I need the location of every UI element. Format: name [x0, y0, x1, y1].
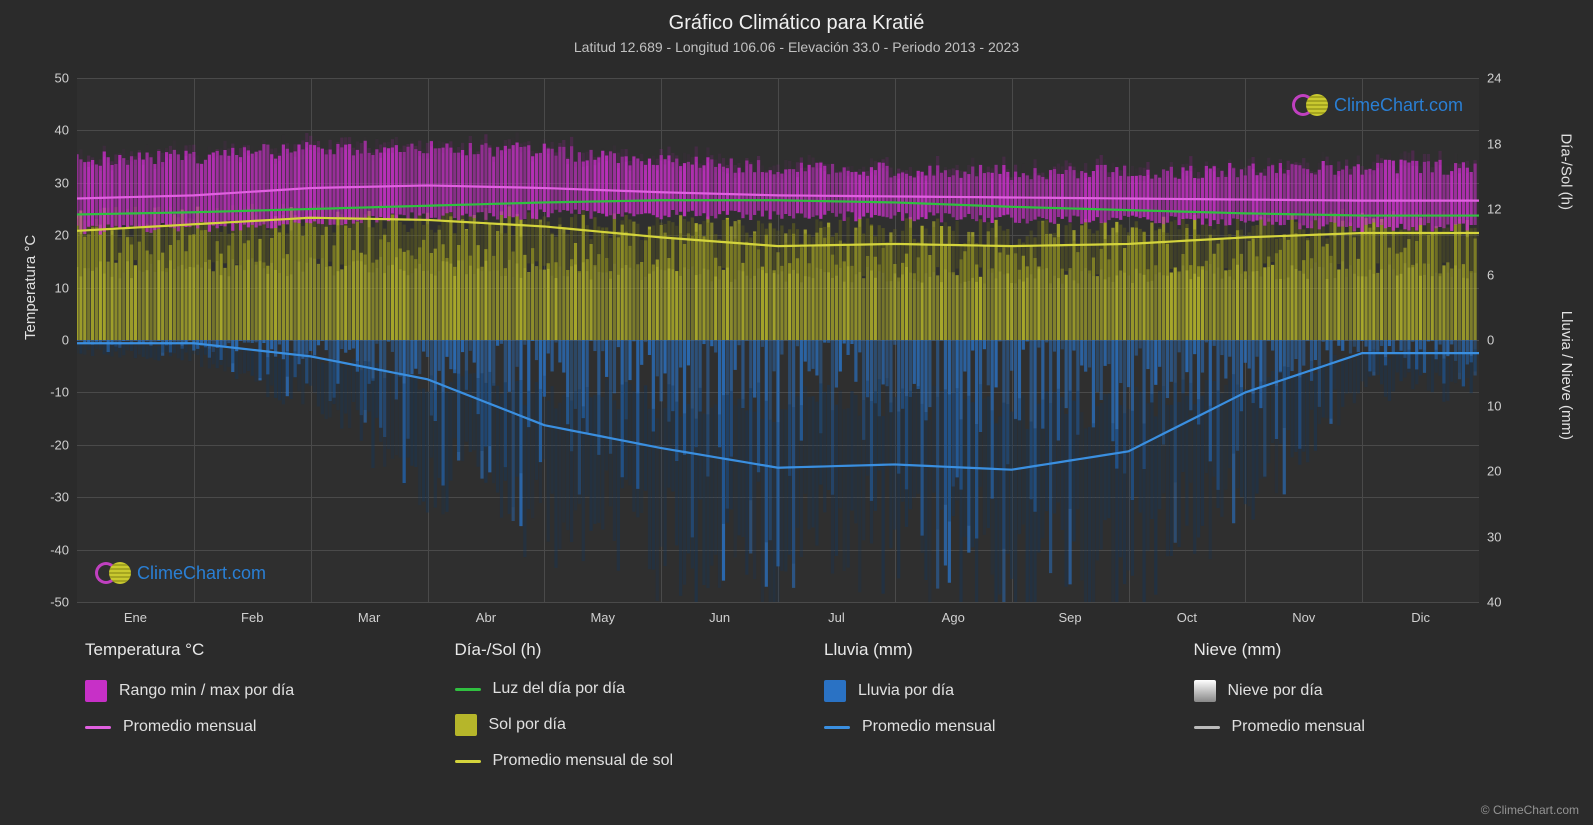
legend-col-snow: Nieve (mm) Nieve por día Promedio mensua… — [1194, 640, 1524, 770]
y-axis-right-bottom-label: Lluvia / Nieve (mm) — [1558, 311, 1575, 440]
legend-header-snow: Nieve (mm) — [1194, 640, 1524, 660]
legend-item: Luz del día por día — [455, 680, 785, 698]
x-tick-month: Dic — [1411, 610, 1430, 625]
x-tick-month: Feb — [241, 610, 263, 625]
y-tick-left: 0 — [39, 333, 69, 348]
y-tick-left: 10 — [39, 280, 69, 295]
y-tick-right: 12 — [1487, 202, 1501, 217]
legend-label: Promedio mensual — [1232, 718, 1365, 736]
legend-label: Promedio mensual de sol — [493, 752, 674, 770]
legend-header-rain: Lluvia (mm) — [824, 640, 1154, 660]
y-tick-right: 30 — [1487, 529, 1501, 544]
y-tick-left: -50 — [39, 595, 69, 610]
watermark-bottom: ClimeChart.com — [95, 562, 266, 584]
x-tick-month: Ene — [124, 610, 147, 625]
x-tick-month: Ago — [942, 610, 965, 625]
y-axis-left-label: Temperatura °C — [22, 235, 39, 340]
chart-subtitle: Latitud 12.689 - Longitud 106.06 - Eleva… — [0, 35, 1593, 55]
legend-header-sun: Día-/Sol (h) — [455, 640, 785, 660]
legend-label: Nieve por día — [1228, 682, 1323, 700]
legend: Temperatura °C Rango min / max por día P… — [85, 640, 1523, 770]
x-tick-month: Oct — [1177, 610, 1197, 625]
x-tick-month: May — [590, 610, 615, 625]
legend-swatch — [824, 680, 846, 702]
x-tick-month: Jul — [828, 610, 845, 625]
legend-swatch — [455, 760, 481, 763]
y-tick-right: 18 — [1487, 136, 1501, 151]
legend-swatch — [824, 726, 850, 729]
legend-item: Promedio mensual — [824, 718, 1154, 736]
legend-label: Lluvia por día — [858, 682, 954, 700]
y-tick-right: 0 — [1487, 333, 1494, 348]
legend-label: Rango min / max por día — [119, 682, 294, 700]
legend-label: Promedio mensual — [123, 718, 256, 736]
legend-item: Promedio mensual — [85, 718, 415, 736]
x-tick-month: Sep — [1059, 610, 1082, 625]
y-tick-left: 40 — [39, 123, 69, 138]
y-tick-left: 30 — [39, 175, 69, 190]
x-tick-month: Nov — [1292, 610, 1315, 625]
chart-title: Gráfico Climático para Kratié — [0, 0, 1593, 35]
legend-header-temp: Temperatura °C — [85, 640, 415, 660]
legend-item: Promedio mensual de sol — [455, 752, 785, 770]
chart-lines-layer — [77, 78, 1479, 602]
y-tick-left: -10 — [39, 385, 69, 400]
legend-label: Promedio mensual — [862, 718, 995, 736]
legend-item: Nieve por día — [1194, 680, 1524, 702]
y-tick-left: -30 — [39, 490, 69, 505]
x-tick-month: Jun — [709, 610, 730, 625]
chart-plot-area: ClimeChart.com ClimeChart.com -50-40-30-… — [77, 78, 1479, 602]
y-tick-left: 20 — [39, 228, 69, 243]
y-axis-right-top-label: Día-/Sol (h) — [1558, 133, 1575, 210]
x-tick-month: Mar — [358, 610, 380, 625]
watermark-top: ClimeChart.com — [1292, 94, 1463, 116]
y-tick-left: 50 — [39, 71, 69, 86]
legend-swatch — [85, 680, 107, 702]
y-tick-right: 6 — [1487, 267, 1494, 282]
legend-item: Lluvia por día — [824, 680, 1154, 702]
y-tick-right: 20 — [1487, 464, 1501, 479]
legend-col-sun: Día-/Sol (h) Luz del día por día Sol por… — [455, 640, 785, 770]
y-tick-left: -40 — [39, 542, 69, 557]
legend-item: Sol por día — [455, 714, 785, 736]
watermark-text: ClimeChart.com — [137, 563, 266, 584]
y-tick-right: 24 — [1487, 71, 1501, 86]
legend-swatch — [1194, 726, 1220, 729]
y-tick-right: 40 — [1487, 595, 1501, 610]
logo-sun-icon — [109, 562, 131, 584]
copyright-text: © ClimeChart.com — [1481, 803, 1579, 817]
x-tick-month: Abr — [476, 610, 496, 625]
legend-swatch — [1194, 680, 1216, 702]
legend-label: Sol por día — [489, 716, 566, 734]
legend-item: Promedio mensual — [1194, 718, 1524, 736]
legend-swatch — [455, 688, 481, 691]
legend-col-rain: Lluvia (mm) Lluvia por día Promedio mens… — [824, 640, 1154, 770]
watermark-text: ClimeChart.com — [1334, 95, 1463, 116]
legend-col-temp: Temperatura °C Rango min / max por día P… — [85, 640, 415, 770]
legend-label: Luz del día por día — [493, 680, 626, 698]
legend-swatch — [85, 726, 111, 729]
legend-swatch — [455, 714, 477, 736]
legend-item: Rango min / max por día — [85, 680, 415, 702]
logo-sun-icon — [1306, 94, 1328, 116]
y-tick-left: -20 — [39, 437, 69, 452]
y-tick-right: 10 — [1487, 398, 1501, 413]
